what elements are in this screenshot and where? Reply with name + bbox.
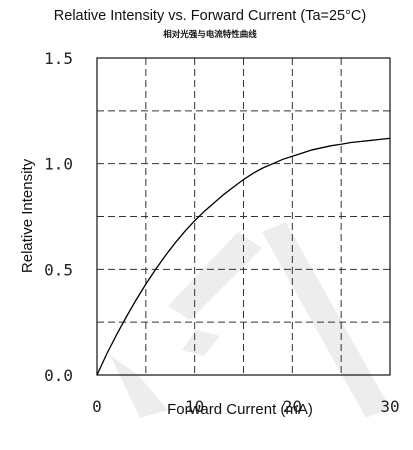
y-tick-labels: 0.0 0.5 1.0 1.5	[44, 49, 73, 385]
x-tick-label-0: 0	[92, 397, 102, 416]
y-tick-label-3: 1.5	[44, 49, 73, 68]
x-axis-label: Forward Current (mA)	[167, 401, 313, 418]
watermark	[110, 222, 390, 418]
y-tick-label-0: 0.0	[44, 366, 73, 385]
y-tick-label-2: 1.0	[44, 155, 73, 174]
plot-frame	[96, 57, 391, 376]
x-tick-label-3: 30	[380, 397, 399, 416]
chart-subtitle: 相对光强与电流特性曲线	[163, 29, 257, 40]
x-tick-label-2: 20	[283, 397, 302, 416]
grid	[97, 58, 390, 375]
chart-title: Relative Intensity vs. Forward Current (…	[54, 8, 366, 24]
x-tick-labels: 0 10 20 30	[92, 397, 399, 416]
series-line	[96, 137, 391, 376]
y-tick-label-1: 0.5	[44, 260, 73, 279]
y-axis-label: Relative Intensity	[19, 158, 36, 273]
x-tick-label-1: 10	[185, 397, 204, 416]
